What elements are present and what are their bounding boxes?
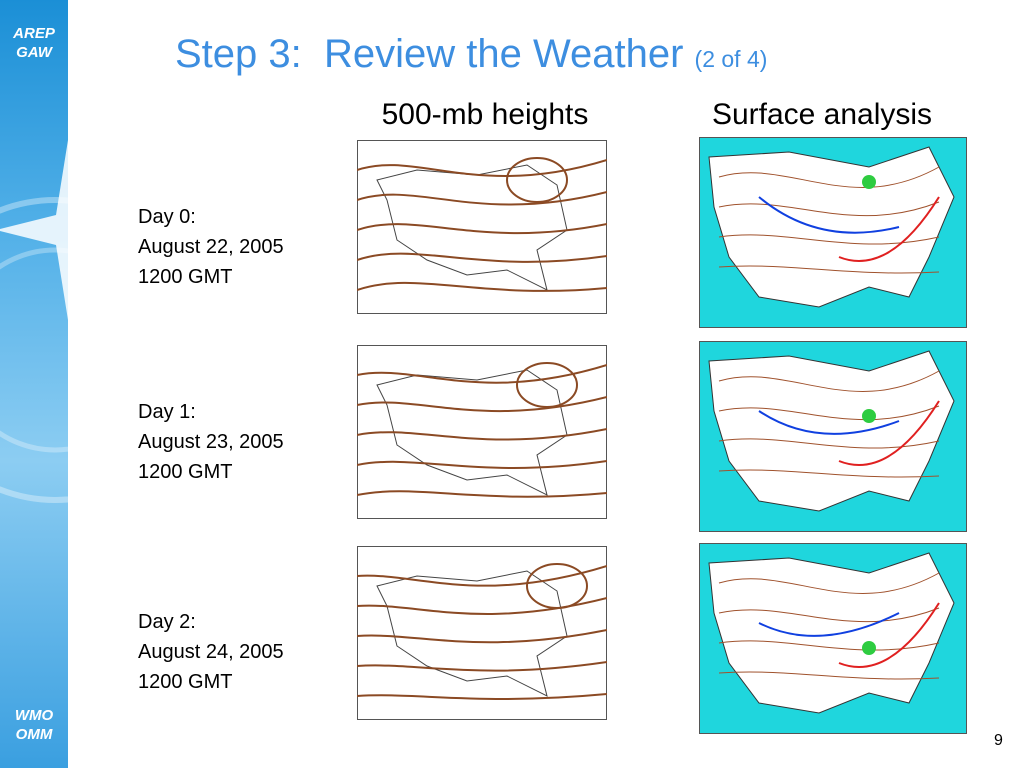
contour — [357, 191, 607, 206]
contour — [357, 490, 607, 498]
land — [708, 552, 955, 714]
day-date: August 22, 2005 — [138, 236, 284, 258]
map-frame — [357, 546, 607, 720]
day-time: 1200 GMT — [138, 461, 233, 483]
front — [838, 602, 940, 668]
contour — [357, 693, 607, 700]
contour — [357, 629, 607, 644]
isobar — [718, 607, 940, 623]
contour — [357, 428, 607, 441]
day-label: Day 0: August 22, 2005 1200 GMT — [138, 202, 284, 292]
map-frame — [357, 140, 607, 314]
isobar — [718, 469, 940, 478]
contour — [357, 661, 607, 672]
precip — [862, 175, 876, 189]
column-header: 500-mb heights — [381, 98, 589, 131]
land — [708, 350, 955, 512]
contour — [526, 563, 588, 609]
heights-map — [357, 345, 607, 519]
surface-map — [699, 543, 967, 734]
day-day: Day 2: — [138, 611, 196, 633]
contour — [357, 159, 607, 178]
precip — [862, 641, 876, 655]
day-day: Day 1: — [138, 401, 196, 423]
isobar — [718, 201, 940, 217]
contour — [357, 281, 607, 292]
column-header: Surface analysis — [711, 98, 933, 131]
land-outline — [376, 369, 568, 496]
front — [838, 196, 940, 262]
day-date: August 23, 2005 — [138, 431, 284, 453]
day-day: Day 0: — [138, 206, 196, 228]
day-label: Day 1: August 23, 2005 1200 GMT — [138, 397, 284, 487]
isobar — [718, 572, 940, 594]
isobar — [718, 166, 940, 188]
isobar — [718, 370, 940, 392]
sidebar-text: OMM — [15, 726, 53, 743]
front — [758, 612, 900, 637]
contour — [506, 157, 568, 203]
land-outline — [376, 570, 568, 697]
sidebar-text: GAW — [16, 44, 52, 61]
day-label: Day 2: August 24, 2005 1200 GMT — [138, 607, 284, 697]
front — [838, 400, 940, 466]
contour — [357, 565, 607, 587]
precip — [862, 409, 876, 423]
isobar — [718, 265, 940, 274]
contour — [357, 396, 607, 413]
contour — [357, 364, 607, 384]
page-number: 9 — [994, 732, 1003, 749]
title-sub: (2 of 4) — [694, 46, 768, 72]
land — [708, 146, 955, 308]
isobar — [718, 640, 940, 651]
isobar — [718, 438, 940, 449]
title-main: Step 3: Review the Weather — [175, 32, 684, 76]
day-time: 1200 GMT — [138, 266, 233, 288]
emblem — [0, 140, 68, 503]
title: Step 3: Review the Weather (2 of 4) — [175, 32, 767, 77]
contour — [357, 252, 607, 263]
isobar — [718, 234, 940, 245]
surface-map — [699, 341, 967, 532]
isobar — [718, 405, 940, 421]
contour — [357, 223, 607, 235]
front — [758, 410, 900, 435]
surface-map — [699, 137, 967, 328]
sidebar-text: WMO — [14, 707, 54, 724]
contour — [357, 460, 607, 469]
front — [758, 196, 900, 234]
day-time: 1200 GMT — [138, 671, 233, 693]
contour — [516, 362, 578, 408]
land-outline — [376, 164, 568, 291]
day-date: August 24, 2005 — [138, 641, 284, 663]
isobar — [718, 671, 940, 680]
sidebar-text: AREP — [13, 25, 55, 42]
heights-map — [357, 546, 607, 720]
heights-map — [357, 140, 607, 314]
sidebar: AREP GAW WMO OMM — [0, 0, 68, 768]
